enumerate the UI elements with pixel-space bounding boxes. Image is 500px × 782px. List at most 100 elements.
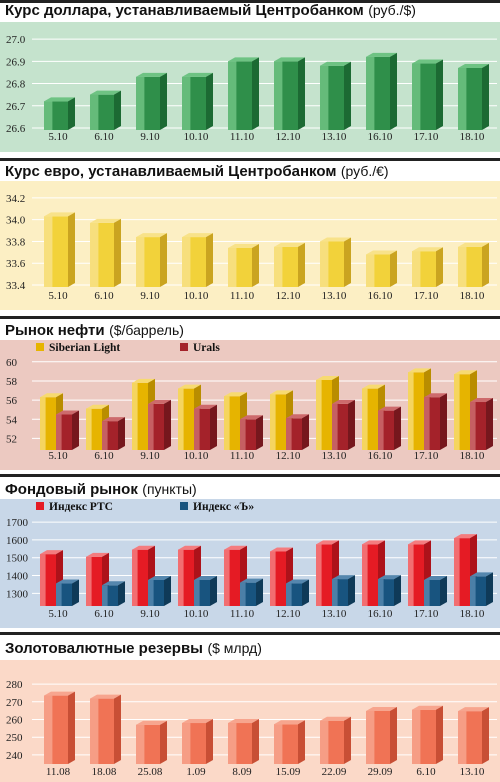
- y-tick-label: 58: [6, 376, 18, 388]
- usd-unit: (руб./$): [368, 2, 416, 18]
- x-tick-label: 6.10: [94, 450, 114, 462]
- bar-highlight: [240, 582, 246, 606]
- bar-top: [132, 545, 155, 550]
- bar-highlight: [136, 76, 145, 130]
- panel-top-rule: [0, 632, 500, 635]
- bar-highlight: [470, 576, 476, 606]
- y-tick-label: 270: [6, 697, 23, 709]
- bar-highlight: [320, 241, 329, 287]
- x-tick-label: 16.10: [368, 131, 393, 143]
- bar-side: [482, 707, 489, 764]
- bar: [412, 705, 443, 764]
- bar-b: [378, 406, 401, 450]
- oil-chart: 52 54 56 58 60 Siberian Light Urals 5.10 6.10 9.1…: [0, 316, 500, 470]
- bar-top: [44, 97, 75, 102]
- bar: [90, 218, 121, 287]
- bar-highlight: [458, 246, 467, 287]
- x-tick-label: 9.10: [140, 290, 160, 302]
- bar-side: [118, 417, 125, 450]
- bar: [412, 247, 443, 287]
- bar-top: [240, 578, 263, 583]
- bar-top: [316, 375, 339, 380]
- x-tick-label: 12.10: [276, 450, 301, 462]
- bar-b: [102, 417, 125, 450]
- x-tick-label: 11.10: [230, 131, 255, 143]
- y-tick-label: 34.2: [6, 193, 25, 205]
- legend-swatch: [36, 502, 44, 510]
- bar-side: [206, 72, 213, 130]
- bar-top: [320, 61, 351, 66]
- bar-side: [298, 57, 305, 131]
- bar-side: [344, 237, 351, 287]
- x-tick-label: 17.10: [414, 450, 439, 462]
- bar-side: [160, 72, 167, 130]
- stock-chart: 1300 1400 1500 1600 1700 Индекс РТС Индекс «Ъ»…: [0, 474, 500, 628]
- bar-highlight: [274, 246, 283, 287]
- bar-highlight: [148, 579, 154, 606]
- bar-highlight: [178, 549, 184, 606]
- bar: [136, 72, 167, 130]
- bar-top: [182, 233, 213, 238]
- bar-b: [378, 575, 401, 606]
- bar-top: [194, 575, 217, 580]
- bar-top: [178, 384, 201, 389]
- y-tick-label: 1600: [6, 535, 29, 547]
- usd-panel-title: Курс доллара, устанавливаемый Центробанк…: [5, 2, 416, 20]
- y-tick-label: 1400: [6, 571, 29, 583]
- panel-top-rule: [0, 158, 500, 161]
- bar-top: [86, 552, 109, 557]
- bar-top: [412, 59, 443, 64]
- bar-side: [114, 90, 121, 130]
- bar-highlight: [224, 396, 230, 450]
- bar-top: [286, 579, 309, 584]
- bar-highlight: [56, 583, 62, 606]
- bar-highlight: [454, 538, 460, 606]
- bar-highlight: [424, 579, 430, 606]
- bar-highlight: [366, 711, 375, 764]
- bar-top: [228, 719, 259, 724]
- bar: [320, 61, 351, 130]
- bar-side: [302, 414, 309, 450]
- bar-highlight: [378, 579, 384, 606]
- legend-swatch: [180, 343, 188, 351]
- x-tick-label: 13.10: [322, 131, 347, 143]
- bar-side: [256, 415, 263, 450]
- bar: [412, 59, 443, 130]
- bar-top: [320, 716, 351, 721]
- x-tick-label: 12.10: [276, 131, 301, 143]
- y-tick-label: 33.4: [6, 280, 26, 292]
- x-tick-label: 5.10: [48, 450, 68, 462]
- bar-highlight: [454, 374, 460, 450]
- bar-top: [454, 370, 477, 375]
- bar-highlight: [228, 723, 237, 764]
- bar-top: [228, 57, 259, 62]
- eur-chart: 33.4 33.6 33.8 34.0 34.2 5.10 6.10 9.10 10.10 11.…: [0, 158, 500, 310]
- x-tick-label: 5.10: [48, 608, 68, 620]
- x-tick-label: 17.10: [414, 608, 439, 620]
- bar-top: [240, 415, 263, 420]
- bar-top: [90, 90, 121, 95]
- bar-highlight: [270, 551, 276, 606]
- bar-top: [86, 404, 109, 409]
- bar-b: [332, 399, 355, 450]
- bar: [44, 691, 75, 764]
- bar-side: [394, 575, 401, 606]
- bar-highlight: [132, 382, 138, 450]
- bar: [228, 243, 259, 287]
- bar-top: [408, 540, 431, 545]
- bar-b: [240, 578, 263, 606]
- bar-top: [148, 575, 171, 580]
- bar: [228, 57, 259, 131]
- bar-highlight: [90, 698, 99, 764]
- y-tick-label: 60: [6, 357, 18, 369]
- bar-top: [458, 707, 489, 712]
- x-tick-label: 16.10: [368, 608, 393, 620]
- x-tick-label: 16.10: [368, 450, 393, 462]
- bar-side: [72, 579, 79, 606]
- bar-top: [90, 218, 121, 223]
- bar-highlight: [86, 408, 92, 450]
- bar: [274, 242, 305, 287]
- bar-highlight: [182, 237, 191, 287]
- bar-top: [458, 242, 489, 247]
- bar-highlight: [412, 251, 421, 287]
